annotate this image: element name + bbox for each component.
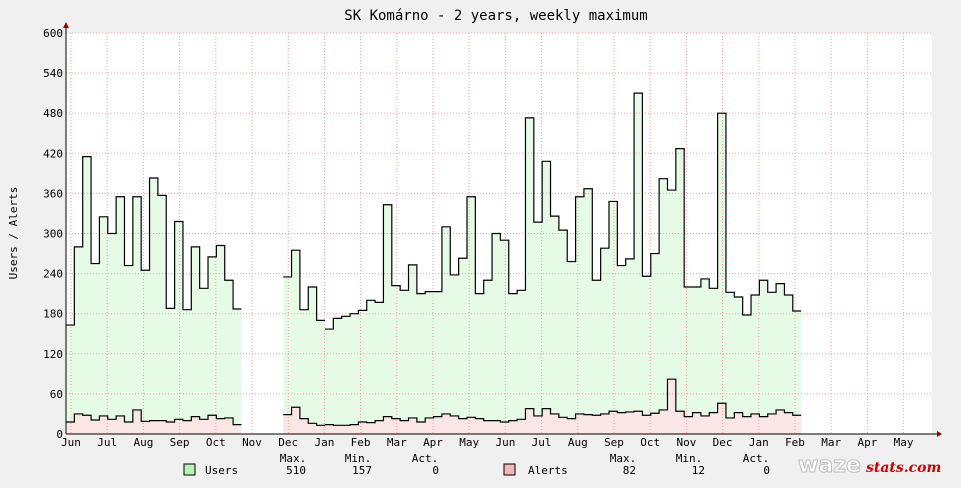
series-alerts-area	[324, 379, 802, 434]
x-tick-label: Jan	[749, 436, 769, 449]
x-tick-label: Jan	[314, 436, 334, 449]
series-alerts-line	[324, 378, 802, 426]
x-tick-label: Sep	[170, 436, 190, 449]
logo-stats-text: stats.com	[866, 460, 941, 476]
x-tick-label: Jul	[97, 436, 117, 449]
legend-users-max: 510	[286, 464, 306, 477]
x-tick-label: Apr	[857, 436, 877, 449]
series-fills	[66, 93, 802, 435]
chart-title: SK Komárno - 2 years, weekly maximum	[344, 8, 647, 24]
x-tick-label: Jun	[495, 436, 515, 449]
legend-users-min-header: Min.	[345, 452, 372, 465]
x-tick-label: Mar	[821, 436, 841, 449]
y-tick-label: 480	[43, 107, 63, 120]
x-tick-label: Nov	[676, 436, 696, 449]
x-tick-label: Dec	[713, 436, 733, 449]
legend-alerts-swatch	[503, 463, 516, 476]
x-ticks: Jun Jul Aug Sep Oct Nov Dec Jan Feb Mar Apr May Jun J…	[61, 436, 914, 449]
legend-users-label: Users	[205, 464, 238, 477]
series-alerts-line	[66, 409, 242, 426]
y-tick-label: 120	[43, 348, 63, 361]
y-ticks: 0 60 120 180 240 300 360 420 480 540 600	[43, 27, 63, 441]
legend-users-act: 0	[432, 464, 439, 477]
legend-users-act-header: Act.	[412, 452, 439, 465]
y-axis-label: Users / Alerts	[7, 187, 20, 280]
y-tick-label: 600	[43, 27, 63, 40]
y-tick-label: 60	[50, 388, 63, 401]
legend-alerts-max: 82	[623, 464, 636, 477]
x-tick-label: May	[894, 436, 914, 449]
logo-waze-text: waze	[798, 453, 861, 478]
legend-users-max-header: Max.	[280, 452, 307, 465]
series-alerts-area	[283, 407, 325, 434]
series-users-area	[324, 93, 802, 435]
legend-alerts-min-header: Min.	[676, 452, 703, 465]
x-tick-label: Oct	[640, 436, 660, 449]
x-tick-label: Feb	[785, 436, 805, 449]
series-users-line	[66, 156, 242, 326]
x-tick-label: Apr	[423, 436, 443, 449]
legend-alerts-label: Alerts	[528, 464, 568, 477]
legend: Max. Min. Act. Users 510 157 0 Max. Min.…	[183, 452, 770, 477]
y-tick-label: 540	[43, 67, 63, 80]
y-axis-arrow-icon	[63, 22, 69, 28]
series-users-area	[283, 250, 325, 434]
axes	[63, 22, 942, 437]
y-tick-label: 360	[43, 187, 63, 200]
legend-alerts-max-header: Max.	[610, 452, 637, 465]
series-users-area	[66, 156, 242, 434]
y-tick-label: 240	[43, 268, 63, 281]
x-tick-label: Feb	[351, 436, 371, 449]
x-tick-label: Sep	[604, 436, 624, 449]
series-users-line	[283, 249, 325, 321]
x-tick-label: Jun	[61, 436, 81, 449]
series-alerts-area	[66, 409, 242, 434]
legend-users-min: 157	[352, 464, 372, 477]
x-tick-label: Dec	[278, 436, 298, 449]
series-lines	[66, 92, 802, 426]
series-users-line	[324, 92, 802, 330]
x-tick-label: Jul	[532, 436, 552, 449]
x-tick-label: Oct	[206, 436, 226, 449]
legend-alerts-min: 12	[692, 464, 705, 477]
x-tick-label: Nov	[242, 436, 262, 449]
grid	[66, 32, 932, 434]
series-alerts-line	[283, 406, 325, 426]
x-tick-label: May	[459, 436, 479, 449]
legend-alerts-act-header: Act.	[743, 452, 770, 465]
legend-alerts-act: 0	[763, 464, 770, 477]
x-tick-label: Aug	[568, 436, 588, 449]
y-tick-label: 0	[56, 428, 63, 441]
x-axis-arrow-icon	[937, 431, 942, 437]
x-tick-label: Mar	[387, 436, 407, 449]
y-tick-label: 180	[43, 308, 63, 321]
x-tick-label: Aug	[133, 436, 153, 449]
y-tick-label: 300	[43, 228, 63, 241]
legend-users-swatch	[183, 463, 196, 476]
wazestats-logo: waze stats.com	[798, 453, 942, 479]
y-tick-label: 420	[43, 147, 63, 160]
